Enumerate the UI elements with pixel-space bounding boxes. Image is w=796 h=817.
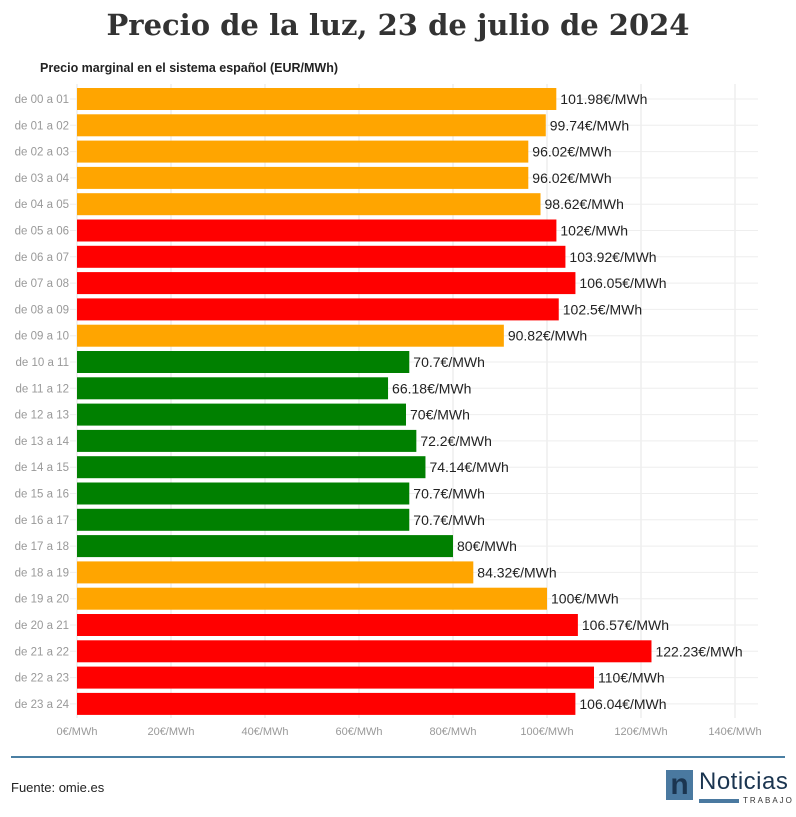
bar [77, 140, 529, 163]
logo-sub: TRABAJO [743, 796, 794, 805]
bar [77, 88, 557, 110]
bar [77, 403, 406, 426]
footer-divider [11, 756, 785, 758]
x-tick-label: 20€/MWh [147, 726, 194, 738]
data-label: 70€/MWh [410, 407, 470, 423]
noticias-trabajo-logo: n Noticias TRABAJO [666, 768, 792, 805]
y-tick-label: de 01 a 02 [15, 120, 69, 132]
data-label: 70.7€/MWh [413, 354, 485, 370]
y-tick-label: de 07 a 08 [15, 278, 69, 290]
data-label: 66.18€/MWh [392, 380, 471, 396]
chart-subtitle: Precio marginal en el sistema español (E… [40, 61, 338, 75]
y-tick-label: de 13 a 14 [15, 436, 70, 448]
x-tick-label: 100€/MWh [520, 726, 573, 738]
x-tick-label: 40€/MWh [241, 726, 288, 738]
y-tick-label: de 05 a 06 [15, 226, 69, 238]
y-tick-label: de 10 a 11 [15, 357, 69, 369]
data-label: 98.62€/MWh [545, 196, 624, 212]
bar [77, 193, 541, 216]
y-tick-label: de 19 a 20 [15, 594, 69, 606]
y-tick-label: de 16 a 17 [15, 515, 69, 527]
bar [77, 429, 417, 452]
bar [77, 351, 410, 373]
bar [77, 114, 546, 137]
data-label: 80€/MWh [457, 538, 517, 554]
bar [77, 298, 559, 321]
logo-mark: n [666, 770, 693, 800]
data-label: 122.23€/MWh [655, 643, 742, 659]
y-tick-label: de 23 a 24 [15, 699, 70, 711]
y-tick-label: de 20 a 21 [15, 620, 69, 632]
bar [77, 535, 453, 558]
data-label: 96.02€/MWh [532, 170, 611, 186]
y-tick-label: de 06 a 07 [15, 252, 69, 264]
bar [77, 219, 557, 242]
data-label: 99.74€/MWh [550, 117, 629, 133]
y-tick-label: de 21 a 22 [15, 646, 69, 658]
bar [77, 587, 547, 610]
y-tick-label: de 03 a 04 [15, 173, 70, 185]
data-label: 84.32€/MWh [477, 564, 556, 580]
data-label: 106.04€/MWh [579, 696, 666, 712]
data-label: 72.2€/MWh [420, 433, 492, 449]
x-tick-label: 120€/MWh [614, 726, 667, 738]
bar [77, 561, 474, 584]
data-label: 103.92€/MWh [569, 249, 656, 265]
y-tick-label: de 15 a 16 [15, 489, 69, 501]
y-tick-label: de 11 a 12 [15, 383, 69, 395]
bar [77, 692, 576, 715]
logo-name: Noticias [699, 768, 789, 795]
chart-title: Precio de la luz, 23 de julio de 2024 [106, 8, 690, 42]
data-label: 102€/MWh [560, 223, 628, 239]
data-label: 102.5€/MWh [563, 301, 642, 317]
y-tick-label: de 17 a 18 [15, 541, 69, 553]
bar [77, 614, 578, 636]
data-label: 90.82€/MWh [508, 328, 587, 344]
bar-chart: 0€/MWh 20€/MWh 40€/MWh 60€/MWh 80€/MWh 100€/M… [15, 84, 762, 738]
data-label: 70.7€/MWh [413, 486, 485, 502]
y-tick-label: de 22 a 23 [15, 673, 69, 685]
bar [77, 272, 576, 295]
bar [77, 456, 426, 479]
data-label: 110€/MWh [598, 670, 665, 686]
data-label: 106.05€/MWh [579, 275, 666, 291]
data-label: 100€/MWh [551, 591, 619, 607]
data-label: 70.7€/MWh [413, 512, 485, 528]
source-note: Fuente: omie.es [11, 780, 105, 795]
x-tick-label: 140€/MWh [708, 726, 761, 738]
logo-bar [699, 799, 739, 803]
bar [77, 508, 410, 531]
y-tick-label: de 02 a 03 [15, 147, 69, 159]
y-tick-label: de 12 a 13 [15, 410, 69, 422]
y-tick-label: de 04 a 05 [15, 199, 69, 211]
bar [77, 640, 652, 663]
y-tick-label: de 09 a 10 [15, 331, 69, 343]
y-tick-label: de 18 a 19 [15, 567, 69, 579]
data-label: 101.98€/MWh [560, 91, 647, 107]
bar [77, 482, 410, 505]
bar [77, 166, 529, 189]
data-label: 74.14€/MWh [429, 459, 508, 475]
x-tick-label: 0€/MWh [57, 726, 98, 738]
x-tick-label: 60€/MWh [335, 726, 382, 738]
data-label: 106.57€/MWh [582, 617, 669, 633]
data-label: 96.02€/MWh [532, 144, 611, 160]
y-tick-label: de 08 a 09 [15, 304, 69, 316]
y-tick-label: de 14 a 15 [15, 462, 69, 474]
bar [77, 666, 594, 689]
bar [77, 324, 504, 347]
bar [77, 377, 389, 400]
y-tick-label: de 00 a 01 [15, 94, 69, 106]
bar [77, 245, 566, 268]
x-tick-label: 80€/MWh [429, 726, 476, 738]
